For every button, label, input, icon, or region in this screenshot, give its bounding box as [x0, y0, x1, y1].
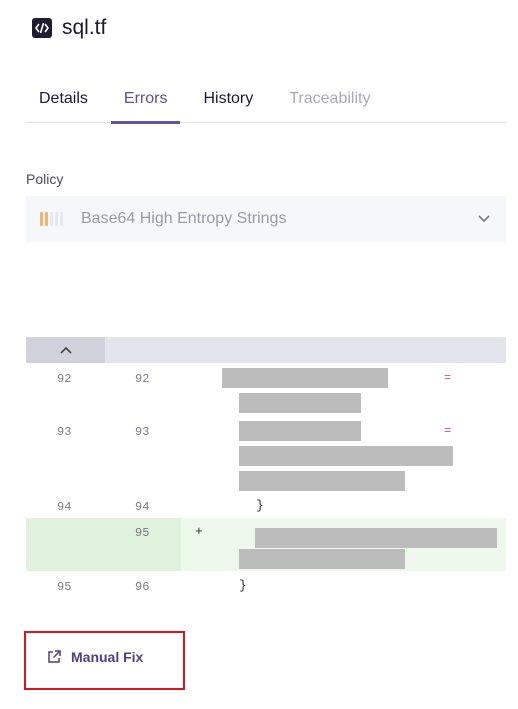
diff-row: 95 96 }	[26, 571, 506, 601]
new-line-number: 93	[135, 425, 150, 439]
file-header: sql.tf	[32, 14, 106, 42]
diff-viewer: 92 92 = 93 93 = 94 94 } 95 + 95 96 }	[26, 337, 506, 601]
policy-label: Policy	[26, 171, 64, 187]
code-line: }	[239, 578, 247, 593]
highlight-box	[24, 631, 185, 690]
tab-history[interactable]: History	[203, 90, 254, 107]
redacted-code	[239, 549, 405, 569]
equals-sign: =	[444, 424, 452, 438]
code-line: }	[256, 498, 264, 513]
old-line-number: 94	[57, 500, 72, 514]
redacted-code	[255, 528, 497, 548]
external-link-icon	[48, 650, 61, 663]
code-file-icon	[32, 18, 52, 38]
tab-errors[interactable]: Errors	[110, 76, 181, 124]
old-line-number: 92	[57, 372, 72, 386]
diff-header	[26, 337, 506, 363]
tab-details[interactable]: Details	[39, 90, 88, 107]
new-line-number: 94	[135, 500, 150, 514]
old-line-number: 95	[57, 580, 72, 594]
redacted-code	[239, 446, 453, 466]
added-gutter	[26, 518, 181, 571]
added-marker: +	[195, 524, 203, 539]
manual-fix-label: Manual Fix	[71, 649, 144, 665]
tab-bar: Details Errors History Traceability	[26, 76, 506, 124]
policy-dropdown[interactable]: Base64 High Entropy Strings	[26, 196, 506, 242]
diff-row-added: 95 +	[26, 518, 506, 571]
new-line-number: 95	[135, 526, 150, 540]
file-title: sql.tf	[62, 16, 107, 39]
new-line-number: 92	[135, 372, 150, 386]
severity-indicator	[40, 212, 63, 226]
manual-fix-link[interactable]: Manual Fix	[46, 649, 143, 665]
old-line-number: 93	[57, 425, 72, 439]
redacted-code	[239, 421, 361, 441]
redacted-code	[222, 368, 388, 388]
chevron-up-icon	[59, 346, 72, 354]
redacted-code	[239, 393, 361, 413]
diff-row: 93 93 =	[26, 416, 506, 495]
equals-sign: =	[444, 371, 452, 385]
expand-up-button[interactable]	[26, 337, 105, 363]
chevron-down-icon[interactable]	[476, 210, 492, 231]
diff-row: 92 92 =	[26, 363, 506, 416]
redacted-code	[239, 471, 405, 491]
tab-traceability: Traceability	[289, 90, 371, 107]
policy-value: Base64 High Entropy Strings	[81, 210, 287, 227]
new-line-number: 96	[135, 580, 150, 594]
diff-row: 94 94 }	[26, 495, 506, 518]
